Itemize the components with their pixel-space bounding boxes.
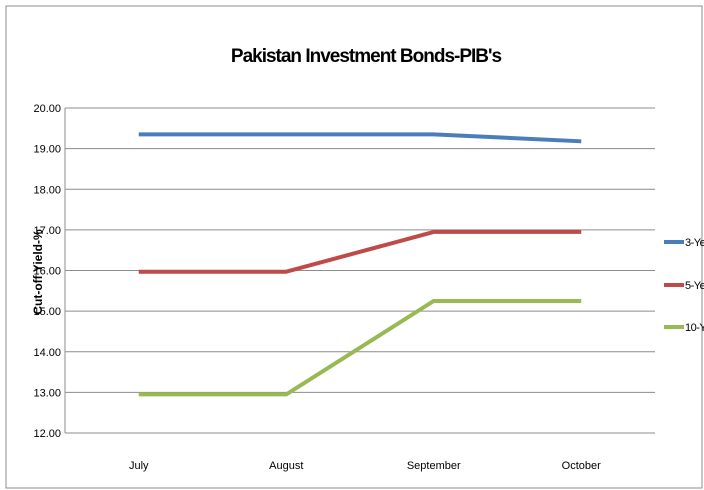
y-tick-label: 13.00 bbox=[33, 387, 61, 399]
legend-label: 3-Yea bbox=[685, 237, 704, 249]
series-line-2 bbox=[138, 298, 582, 397]
legend-label: 5-Yea bbox=[685, 280, 704, 292]
y-tick-label: 19.00 bbox=[33, 144, 61, 156]
chart-frame bbox=[5, 5, 703, 489]
y-axis-label: Cut-off Yield-% bbox=[31, 229, 45, 315]
x-tick-label: July bbox=[129, 460, 149, 472]
legend: 3-Yea 5-Yea 10-Ye bbox=[664, 237, 704, 334]
y-tick-label: 12.00 bbox=[33, 428, 61, 440]
series-line-1 bbox=[138, 229, 582, 274]
y-tick-label: 18.00 bbox=[33, 184, 61, 196]
y-tick-label: 16.00 bbox=[33, 266, 61, 278]
y-tick-label: 14.00 bbox=[33, 347, 61, 359]
y-tick-label: 20.00 bbox=[33, 103, 61, 115]
x-tick-label: September bbox=[407, 460, 461, 472]
series-line-0 bbox=[138, 132, 582, 144]
series-lines bbox=[138, 132, 582, 397]
gridlines bbox=[64, 107, 655, 434]
x-tick-label: October bbox=[562, 460, 601, 472]
y-tick-label: 15.00 bbox=[33, 306, 61, 318]
x-tick-label: August bbox=[269, 460, 303, 472]
y-tick-label: 17.00 bbox=[33, 225, 61, 237]
x-tick-labels: July August September October bbox=[129, 460, 601, 472]
legend-label: 10-Ye bbox=[685, 322, 704, 334]
y-tick-labels: 12.00 13.00 14.00 15.00 16.00 17.00 18.00 19.00… bbox=[33, 103, 61, 440]
chart-title: Pakistan Investment Bonds-PIB's bbox=[231, 46, 502, 67]
